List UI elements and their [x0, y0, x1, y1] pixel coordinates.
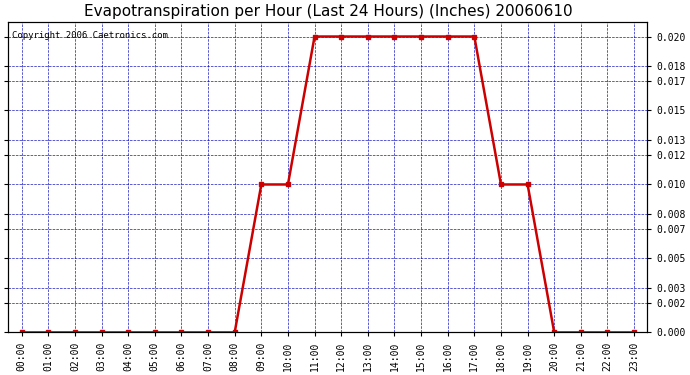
Text: Copyright 2006 Caetronics.com: Copyright 2006 Caetronics.com — [12, 31, 168, 40]
Title: Evapotranspiration per Hour (Last 24 Hours) (Inches) 20060610: Evapotranspiration per Hour (Last 24 Hou… — [83, 4, 572, 19]
